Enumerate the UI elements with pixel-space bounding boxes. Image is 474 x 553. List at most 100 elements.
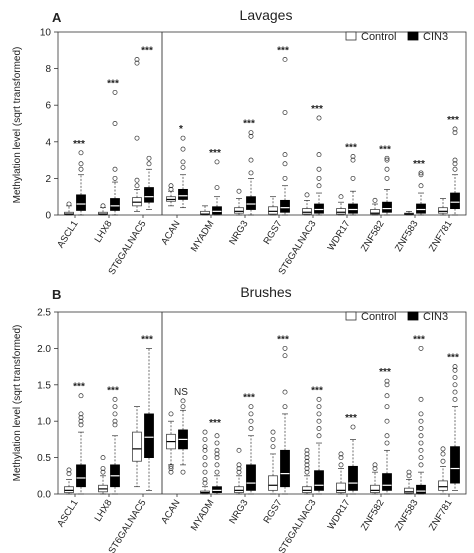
outlier-point — [214, 185, 220, 190]
outlier-point — [214, 433, 220, 439]
outlier-point — [418, 447, 424, 453]
outlier-point — [316, 166, 322, 172]
x-tick-label: LHX8 — [93, 219, 115, 245]
outlier-point — [452, 389, 458, 395]
outlier-point — [316, 152, 322, 158]
outlier-point — [202, 429, 208, 435]
outlier-point — [214, 462, 220, 468]
box-iqr — [382, 473, 392, 491]
box-control-ZNF781 — [438, 198, 448, 216]
outlier-point — [180, 164, 186, 170]
box-cin3-WDR17 — [348, 153, 358, 216]
outlier-point — [112, 89, 118, 95]
significance-label: *** — [209, 148, 221, 159]
box-control-ST6GALNAC5 — [132, 57, 142, 212]
outlier-point — [202, 444, 208, 450]
box-iqr — [110, 198, 120, 211]
box-control-ZNF583 — [404, 210, 414, 216]
y-tick-label: 2.0 — [37, 344, 51, 355]
significance-label: *** — [277, 334, 289, 345]
significance-label: *** — [413, 159, 425, 170]
outlier-point — [112, 166, 118, 172]
box-iqr — [416, 484, 426, 494]
outlier-point — [350, 153, 356, 159]
outlier-point — [282, 175, 288, 181]
panel-label: A — [52, 10, 62, 25]
outlier-point — [384, 382, 390, 388]
outlier-point — [112, 411, 118, 417]
outlier-point — [78, 161, 84, 167]
outlier-point — [338, 194, 344, 200]
outlier-point — [112, 175, 118, 181]
outlier-point — [248, 130, 254, 136]
outlier-point — [440, 451, 446, 457]
y-tick-label: 0.0 — [37, 490, 51, 501]
box-control-ZNF582 — [370, 197, 380, 216]
outlier-point — [134, 60, 140, 66]
box-cin3-ZNF583 — [416, 170, 426, 216]
outlier-point — [304, 447, 310, 453]
outlier-point — [418, 172, 424, 178]
outlier-point — [168, 183, 174, 189]
outlier-point — [78, 150, 84, 156]
box-iqr — [438, 207, 448, 214]
outlier-point — [78, 415, 84, 421]
outlier-point — [304, 458, 310, 464]
box-iqr — [370, 484, 380, 493]
outlier-point — [316, 426, 322, 431]
panel-brushes: B Brushes Methylation level (sqrt transf… — [12, 284, 467, 553]
outlier-point — [384, 378, 390, 384]
outlier-point — [248, 170, 254, 176]
outlier-point — [270, 444, 276, 450]
box-iqr — [144, 413, 154, 459]
significance-label: *** — [243, 119, 255, 130]
box-cin3-ASCL1 — [76, 393, 86, 495]
outlier-point — [168, 186, 174, 192]
outlier-point — [418, 183, 424, 189]
outlier-point — [304, 455, 310, 461]
legend-label-cin3: CIN3 — [423, 31, 448, 43]
box-iqr — [64, 486, 74, 493]
outlier-point — [316, 433, 322, 439]
y-tick-label: 1.5 — [37, 380, 51, 391]
outlier-point — [214, 159, 220, 165]
x-tick-label: ASCL1 — [55, 498, 80, 529]
outlier-point — [236, 462, 242, 468]
box-control-ST6GALNAC5 — [132, 406, 142, 488]
outlier-point — [202, 462, 208, 468]
x-tick-label: ZNF582 — [359, 219, 387, 254]
box-control-ZNF781 — [438, 446, 448, 495]
outlier-point — [214, 455, 220, 461]
box-iqr — [438, 480, 448, 491]
y-tick-label: 0.5 — [37, 453, 51, 464]
box-cin3-MYADM — [212, 433, 222, 495]
box-iqr — [178, 188, 188, 200]
outlier-point — [112, 404, 118, 410]
outlier-point — [100, 203, 106, 209]
significance-label: *** — [345, 142, 357, 153]
significance-label: *** — [141, 334, 153, 345]
outlier-point — [406, 473, 412, 479]
outlier-point — [452, 364, 458, 370]
outlier-point — [452, 126, 458, 132]
legend-swatch-cin3 — [407, 311, 419, 321]
box-control-WDR17 — [336, 194, 346, 216]
box-iqr — [302, 486, 312, 493]
outlier-point — [248, 411, 254, 417]
y-tick-label: 2 — [45, 174, 51, 185]
box-iqr — [382, 201, 392, 213]
box-control-NRG3 — [234, 447, 244, 495]
outlier-point — [236, 447, 242, 453]
outlier-point — [202, 476, 208, 482]
box-iqr — [280, 449, 290, 488]
significance-label: *** — [209, 418, 221, 429]
outlier-point — [248, 157, 254, 163]
box-cin3-ST6GALNAC3 — [314, 396, 324, 495]
outlier-point — [66, 201, 72, 207]
outlier-point — [112, 396, 118, 402]
box-control-ASCL1 — [64, 201, 74, 216]
box-control-NRG3 — [234, 188, 244, 216]
box-iqr — [268, 475, 278, 491]
box-iqr — [314, 203, 324, 214]
outlier-point — [418, 418, 424, 424]
